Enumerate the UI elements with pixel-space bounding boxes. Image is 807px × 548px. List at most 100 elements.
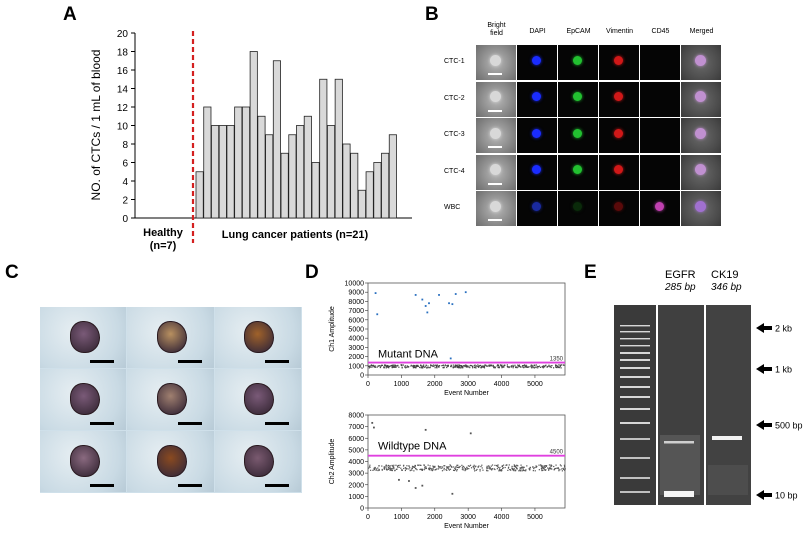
lane-size-egfr: 285 bp <box>665 282 696 293</box>
bar <box>365 171 374 219</box>
droplet-point <box>448 302 450 305</box>
ladder-band <box>620 408 650 410</box>
bar <box>234 106 243 219</box>
micrograph-tile <box>640 191 680 226</box>
scale-bar <box>488 182 502 185</box>
lane-label-ck19: CK19 <box>711 269 739 281</box>
cell-signal <box>573 128 582 138</box>
stained-cell <box>69 383 100 415</box>
y-tick-label: 9000 <box>348 290 364 297</box>
droplet-point <box>451 303 454 306</box>
micrograph-tile <box>558 118 598 153</box>
droplet-point <box>371 421 374 424</box>
cell-signal <box>490 200 501 212</box>
cytology-tile <box>127 431 214 492</box>
cell-signal <box>695 200 706 212</box>
x-axis-label: Event Number <box>444 523 489 530</box>
y-tick-label: 7000 <box>348 308 364 315</box>
cytology-tile <box>127 369 214 430</box>
y-tick-label: 6000 <box>348 436 364 443</box>
micrograph-tile <box>558 81 598 117</box>
bar <box>203 106 212 219</box>
cytology-tile <box>214 307 301 368</box>
group-label-cancer: Lung cancer patients (n=21) <box>222 229 369 241</box>
y-tick-label: 10 <box>117 122 129 133</box>
cytology-tile <box>214 431 301 492</box>
bar <box>265 134 274 219</box>
y-tick-label: 4000 <box>348 336 364 343</box>
stained-cell <box>244 383 275 415</box>
panel-label-e: E <box>584 262 597 283</box>
row-label: CTC-3 <box>444 131 465 139</box>
negative-droplets <box>368 364 565 369</box>
micrograph-tile <box>517 118 557 153</box>
cytology-tile <box>40 307 127 368</box>
cytology-tile <box>214 369 301 430</box>
cytology-tile <box>40 369 127 430</box>
x-tick-label: 5000 <box>527 381 543 388</box>
y-tick-label: 0 <box>122 214 128 225</box>
ladder-band <box>620 386 650 388</box>
row-label: CTC-2 <box>444 94 465 102</box>
ladder-band <box>620 477 650 479</box>
scale-bar <box>90 484 115 487</box>
scale-bar <box>264 484 289 487</box>
x-tick-label: 5000 <box>527 514 543 521</box>
micrograph-tile <box>640 45 680 80</box>
droplet-point <box>414 294 417 296</box>
stained-cell <box>244 445 275 477</box>
egfr-band <box>664 491 694 497</box>
lane-label-egfr: EGFR <box>665 269 696 281</box>
threshold-label: 4500 <box>550 450 564 456</box>
row-label: CTC-4 <box>444 167 465 175</box>
y-tick-label: 14 <box>117 85 129 96</box>
bar <box>280 152 289 219</box>
stained-cell <box>244 321 275 353</box>
cell-signal <box>532 165 541 175</box>
column-header: Merged <box>689 28 714 35</box>
ddpcr-mutant-plot: 0 1000 2000 3000 4000 5000 6000 7000 8000 9000 100… <box>329 281 566 397</box>
y-tick-label: 8000 <box>348 413 364 420</box>
marker-arrow-icon <box>756 323 772 333</box>
micrograph-tile <box>517 154 557 190</box>
cell-signal <box>532 128 541 138</box>
x-tick-label: 0 <box>366 514 370 521</box>
y-tick-label: 2 <box>122 196 128 207</box>
ladder-lane <box>614 305 656 505</box>
marker-label: 10 bp <box>775 491 798 501</box>
cell-signal <box>573 92 582 102</box>
droplet-point <box>414 487 417 489</box>
micrograph-tile <box>558 191 598 226</box>
micrograph-tile <box>599 118 639 153</box>
droplet-point <box>373 426 375 429</box>
x-axis-label: Event Number <box>444 390 489 397</box>
ladder-band <box>620 438 650 440</box>
stained-cell <box>156 445 187 477</box>
x-tick-label: 3000 <box>460 514 476 521</box>
y-tick-label: 7000 <box>348 424 364 431</box>
negative-droplets <box>368 464 566 472</box>
ladder-band <box>620 457 650 459</box>
marker-label: 500 bp <box>775 421 803 431</box>
droplet-point <box>424 428 427 431</box>
droplet-point <box>438 294 440 296</box>
egfr-band-faint <box>664 441 694 444</box>
gel-electrophoresis: EGFR 285 bp CK19 346 bp 2 kb 1 kb 500 bp 10… <box>598 265 807 548</box>
y-tick-label: 2000 <box>348 482 364 489</box>
ck19-band <box>712 436 742 440</box>
marker-arrow-icon <box>756 420 772 430</box>
cell-signal <box>490 91 501 103</box>
plot-annotation: Wildtype DNA <box>378 441 447 453</box>
y-tick-label: 3000 <box>348 345 364 352</box>
immunofluorescence-grid: Bright field DAPI EpCAM Vimentin CD45 Merged C… <box>420 20 721 230</box>
y-tick-label: 4000 <box>348 459 364 466</box>
marker-arrow-icon <box>756 490 772 500</box>
stained-cell <box>156 383 187 415</box>
micrograph-tile <box>681 154 721 190</box>
droplet-point <box>454 293 457 295</box>
bar <box>296 125 305 219</box>
y-tick-label: 10000 <box>345 281 365 288</box>
bar <box>218 125 227 219</box>
ladder-band <box>620 331 650 333</box>
y-tick-label: 6000 <box>348 317 364 324</box>
